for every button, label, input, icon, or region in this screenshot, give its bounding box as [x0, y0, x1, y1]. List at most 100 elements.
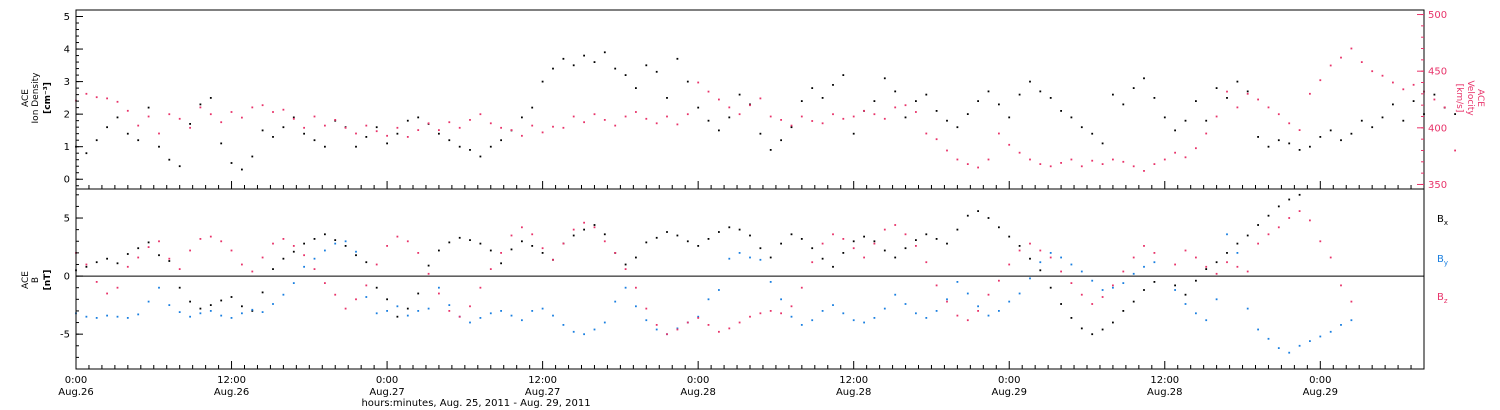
- by-point: [915, 312, 917, 315]
- bx-point: [780, 242, 782, 245]
- density-point: [1174, 129, 1176, 132]
- velocity-point: [500, 126, 502, 129]
- density-point: [1143, 77, 1145, 80]
- velocity-point: [85, 92, 88, 95]
- density-point: [780, 139, 782, 142]
- bz-point: [572, 228, 575, 231]
- velocity-point: [531, 124, 534, 127]
- by-point: [85, 315, 88, 318]
- by-point: [1215, 298, 1218, 301]
- by-point: [780, 298, 782, 301]
- bx-point: [873, 240, 876, 243]
- velocity-axis-label-line1: ACE: [1475, 89, 1485, 107]
- bz-point: [313, 268, 316, 270]
- bz-point: [1319, 240, 1322, 243]
- velocity-point: [313, 115, 316, 118]
- velocity-point: [365, 124, 368, 127]
- bz-point: [1153, 252, 1156, 254]
- by-point: [1329, 330, 1332, 333]
- bx-point: [1049, 286, 1052, 289]
- velocity-point: [1288, 122, 1291, 125]
- bz-point: [448, 310, 451, 312]
- by-point: [635, 305, 637, 308]
- velocity-tick-label: 400: [1428, 123, 1447, 134]
- density-point: [1112, 93, 1114, 96]
- bx-point: [925, 233, 928, 236]
- by-point: [593, 328, 596, 331]
- velocity-point: [1340, 56, 1342, 59]
- velocity-point: [1350, 47, 1353, 50]
- bz-point: [1143, 245, 1145, 247]
- bx-point: [303, 242, 305, 245]
- bz-point: [1008, 263, 1011, 266]
- velocity-point: [1174, 151, 1176, 154]
- velocity-point: [1433, 98, 1436, 101]
- density-tick-label: 2: [64, 110, 70, 121]
- bx-point: [1195, 279, 1197, 282]
- density-point: [956, 126, 959, 129]
- bz-point: [85, 263, 88, 266]
- velocity-point: [635, 111, 637, 113]
- by-point: [126, 317, 129, 319]
- by-point: [1277, 347, 1280, 349]
- x-tick-time-label: 0:00: [376, 375, 398, 386]
- bz-point: [718, 330, 720, 333]
- velocity-tick-label: 350: [1428, 180, 1447, 191]
- by-point: [811, 319, 814, 322]
- velocity-point: [168, 113, 171, 116]
- bx-point: [261, 291, 264, 294]
- density-point: [168, 158, 171, 161]
- velocity-point: [1371, 70, 1374, 73]
- by-point: [261, 311, 264, 313]
- density-point: [1381, 116, 1384, 119]
- bx-point: [251, 310, 254, 312]
- by-point: [1143, 265, 1145, 268]
- by-point: [303, 265, 305, 268]
- velocity-point: [1039, 163, 1042, 165]
- velocity-point: [417, 129, 420, 131]
- bx-point: [1008, 235, 1011, 238]
- bx-point: [935, 238, 938, 240]
- bx-point: [292, 250, 295, 253]
- bz-point: [282, 238, 285, 240]
- by-point: [759, 258, 762, 261]
- field-axis-label-line2: B: [31, 277, 41, 283]
- velocity-point: [738, 113, 741, 116]
- bx-point: [147, 241, 150, 244]
- bx-point: [272, 268, 274, 270]
- bz-point: [1226, 261, 1228, 264]
- density-point: [386, 142, 388, 145]
- velocity-point: [282, 108, 285, 111]
- velocity-point: [686, 113, 689, 116]
- bx-point: [220, 299, 223, 302]
- field-tick-label: -5: [60, 330, 70, 341]
- velocity-point: [1060, 162, 1062, 164]
- density-point: [541, 80, 544, 83]
- x-tick-time-label: 12:00: [1150, 375, 1179, 386]
- velocity-point: [292, 117, 295, 120]
- density-point: [925, 93, 928, 96]
- by-point: [1132, 272, 1135, 275]
- bz-point: [438, 292, 440, 295]
- velocity-point: [469, 119, 471, 121]
- bz-point: [1205, 265, 1208, 268]
- velocity-point: [821, 122, 824, 125]
- by-point: [552, 314, 554, 317]
- x-tick-date-label: Aug.28: [680, 387, 715, 398]
- bz-point: [479, 286, 482, 289]
- velocity-point: [251, 106, 254, 109]
- velocity-point: [1329, 64, 1332, 67]
- velocity-point: [230, 111, 233, 113]
- velocity-point: [479, 113, 482, 116]
- velocity-point: [1122, 160, 1125, 163]
- by-point: [883, 307, 886, 310]
- density-point: [1101, 142, 1104, 145]
- density-point: [562, 57, 565, 60]
- bz-point: [303, 254, 305, 257]
- density-point: [1267, 145, 1270, 148]
- density-point: [1080, 126, 1083, 129]
- density-point: [292, 116, 295, 119]
- bz-point: [956, 314, 959, 317]
- velocity-point: [1402, 88, 1405, 91]
- bx-point: [1226, 252, 1228, 254]
